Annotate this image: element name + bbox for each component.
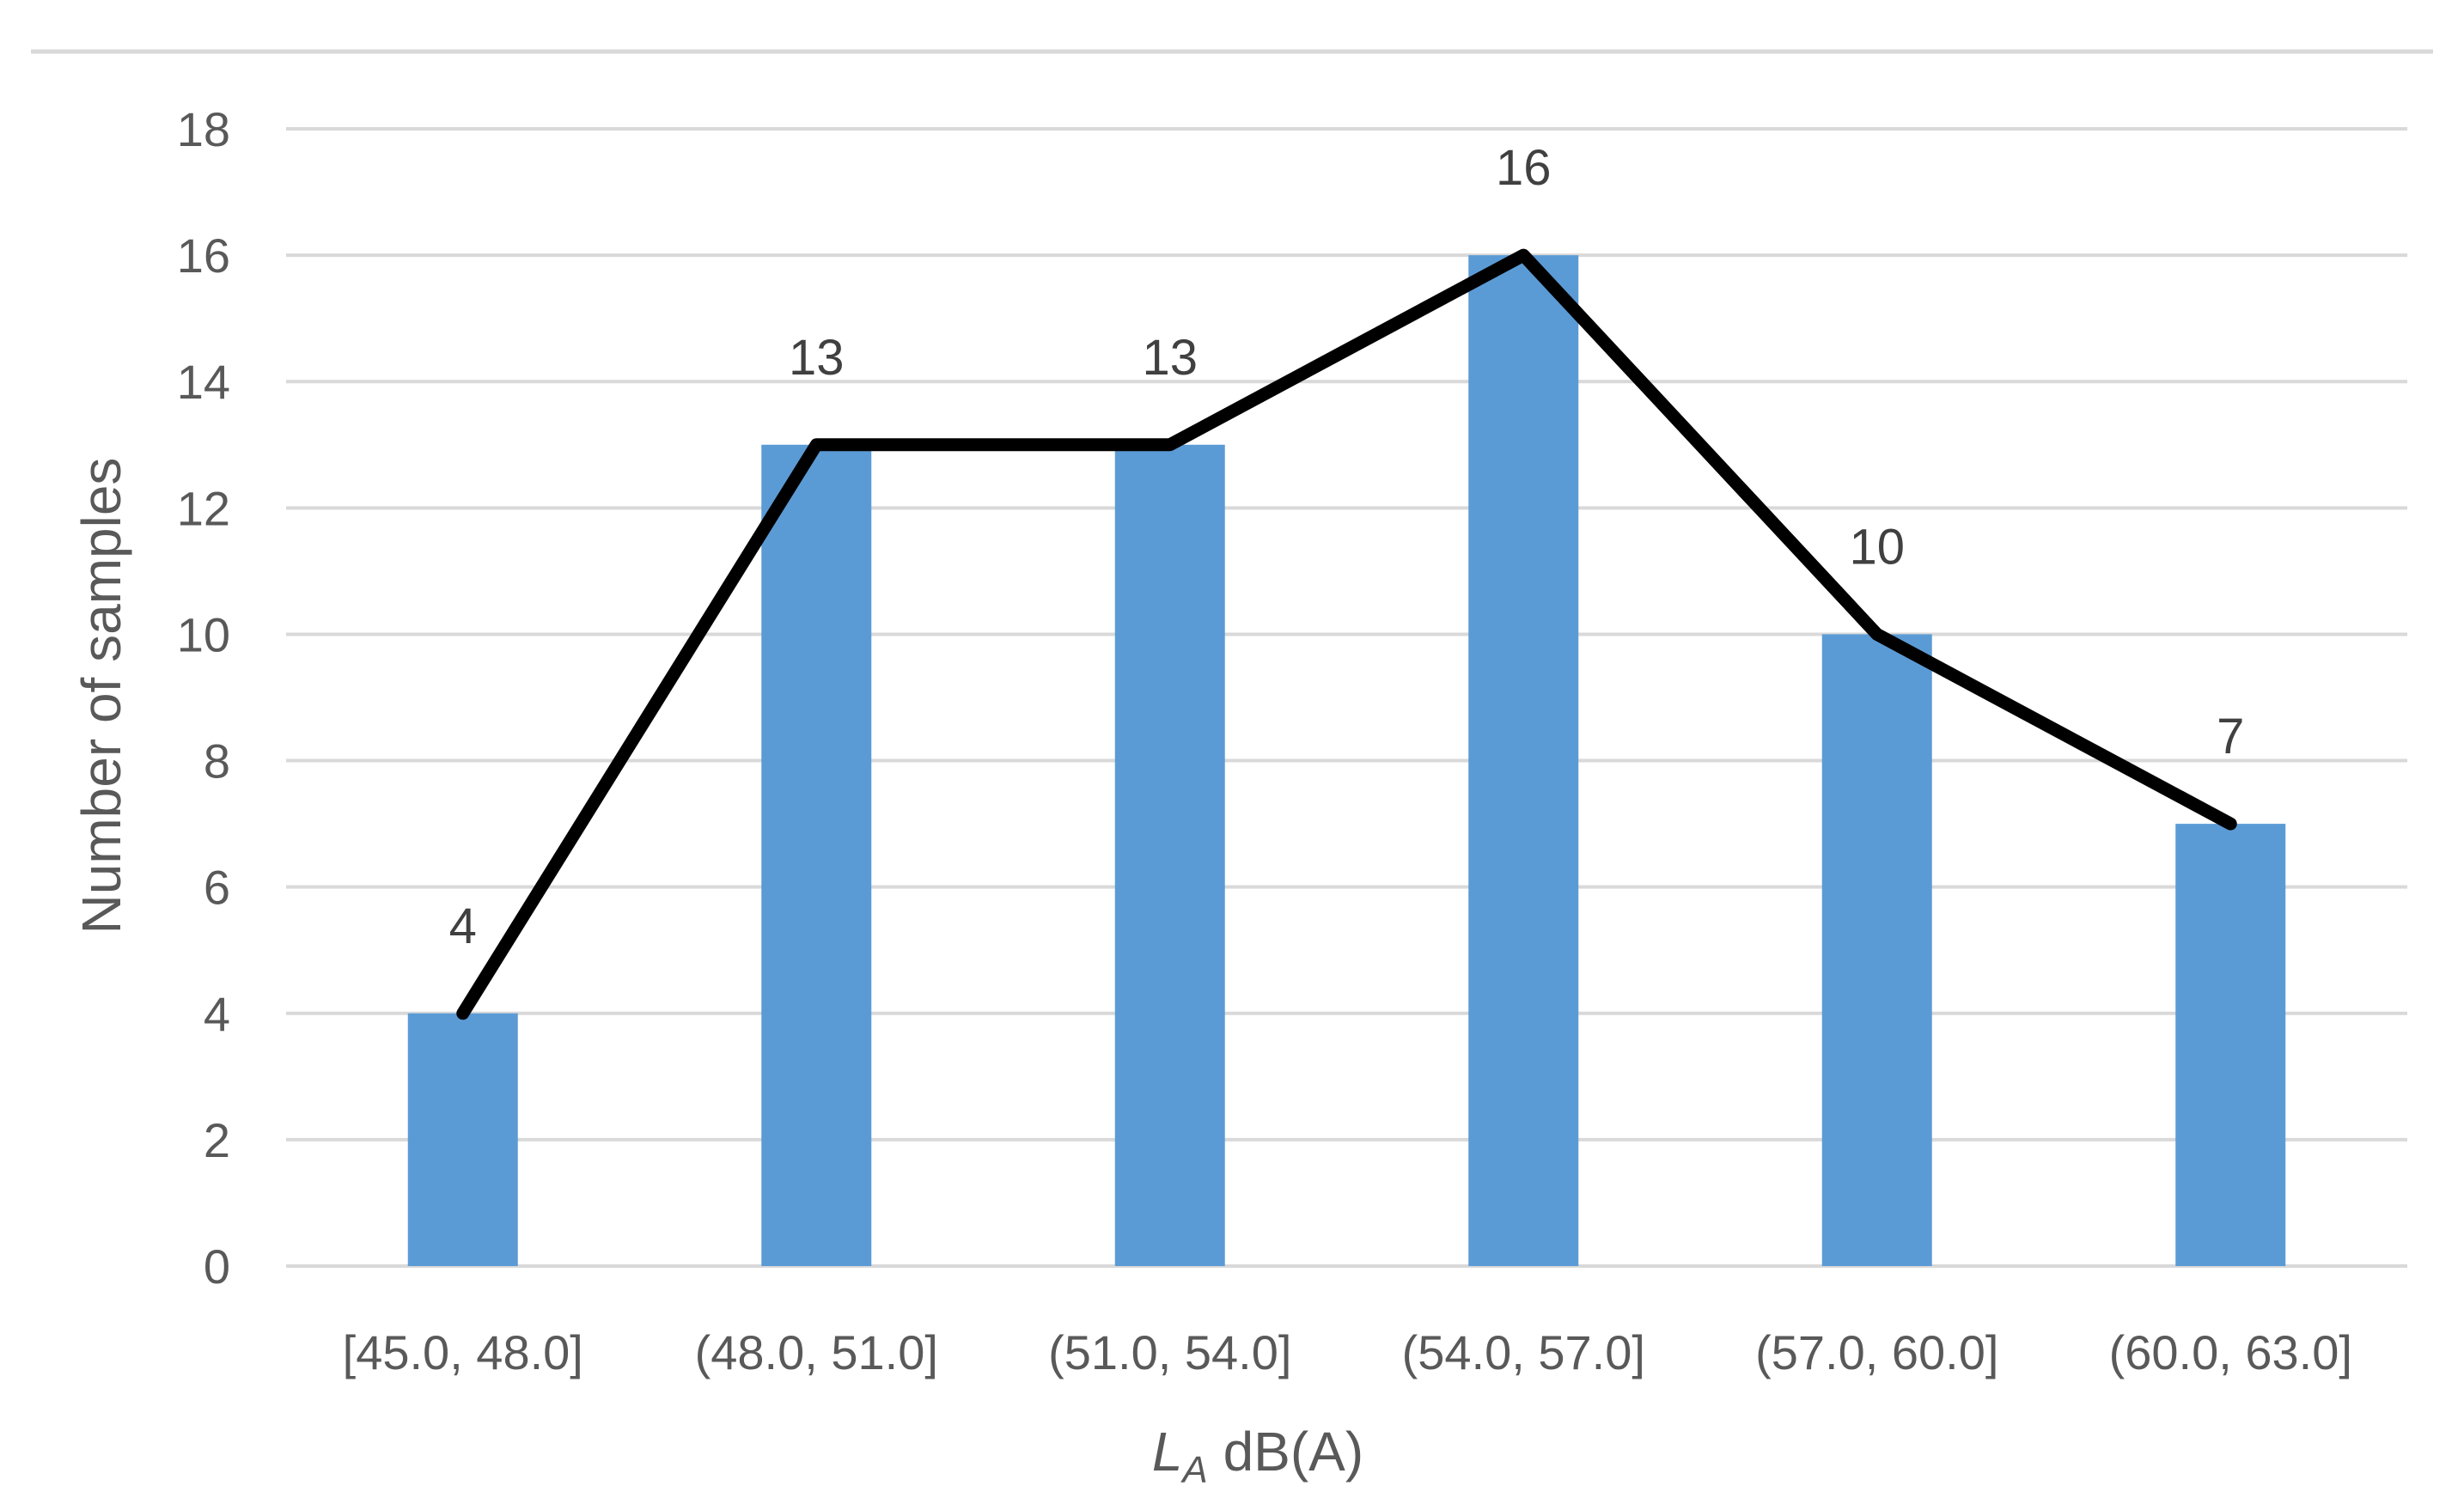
data-label-0: 4 [449,898,477,954]
bar-4 [1821,634,1932,1266]
x-tick-label-4: (57.0, 60.0] [1755,1325,1998,1379]
x-tick-label-0: [45.0, 48.0] [343,1325,583,1379]
y-tick-label-5: 10 [177,607,230,661]
x-tick-label-3: (54.0, 57.0] [1402,1325,1645,1379]
y-tick-label-8: 16 [177,228,230,283]
data-label-4: 10 [1849,519,1905,575]
y-tick-label-1: 2 [204,1113,230,1167]
x-axis-unit: dB(A) [1208,1421,1363,1483]
y-axis-title: Number of samples [70,458,132,935]
x-axis-symbol: L [1152,1421,1183,1483]
x-axis-ticks: [45.0, 48.0] (48.0, 51.0] (51.0, 54.0] (54.… [343,1325,2352,1379]
y-tick-label-7: 14 [177,355,230,409]
data-label-2: 13 [1142,330,1198,386]
y-tick-label-2: 4 [204,987,230,1041]
trend-line-path [456,248,2237,1020]
x-tick-label-5: (60.0, 63.0] [2109,1325,2352,1379]
data-labels: 4 13 13 16 10 7 [449,140,2245,954]
data-label-1: 13 [789,330,845,386]
y-tick-label-6: 12 [177,481,230,535]
y-tick-label-9: 18 [177,102,230,156]
x-tick-label-1: (48.0, 51.0] [695,1325,938,1379]
trend-line [456,248,2237,1020]
bar-1 [761,444,872,1266]
bar-0 [407,1013,518,1266]
gridlines [286,127,2407,1268]
x-tick-label-2: (51.0, 54.0] [1048,1325,1291,1379]
y-tick-label-0: 0 [204,1239,230,1294]
y-tick-label-4: 8 [204,734,230,788]
x-axis-title: LA dB(A) [1152,1421,1363,1491]
bar-2 [1114,444,1225,1266]
bar-5 [2175,824,2286,1266]
data-label-5: 7 [2217,709,2244,764]
y-axis-ticks: 0 2 4 6 8 10 12 14 16 18 [177,102,230,1294]
data-label-3: 16 [1496,140,1552,196]
bar-3 [1468,255,1579,1267]
bars [407,255,2286,1267]
x-axis-subscript: A [1180,1449,1207,1491]
y-tick-label-3: 6 [204,861,230,915]
